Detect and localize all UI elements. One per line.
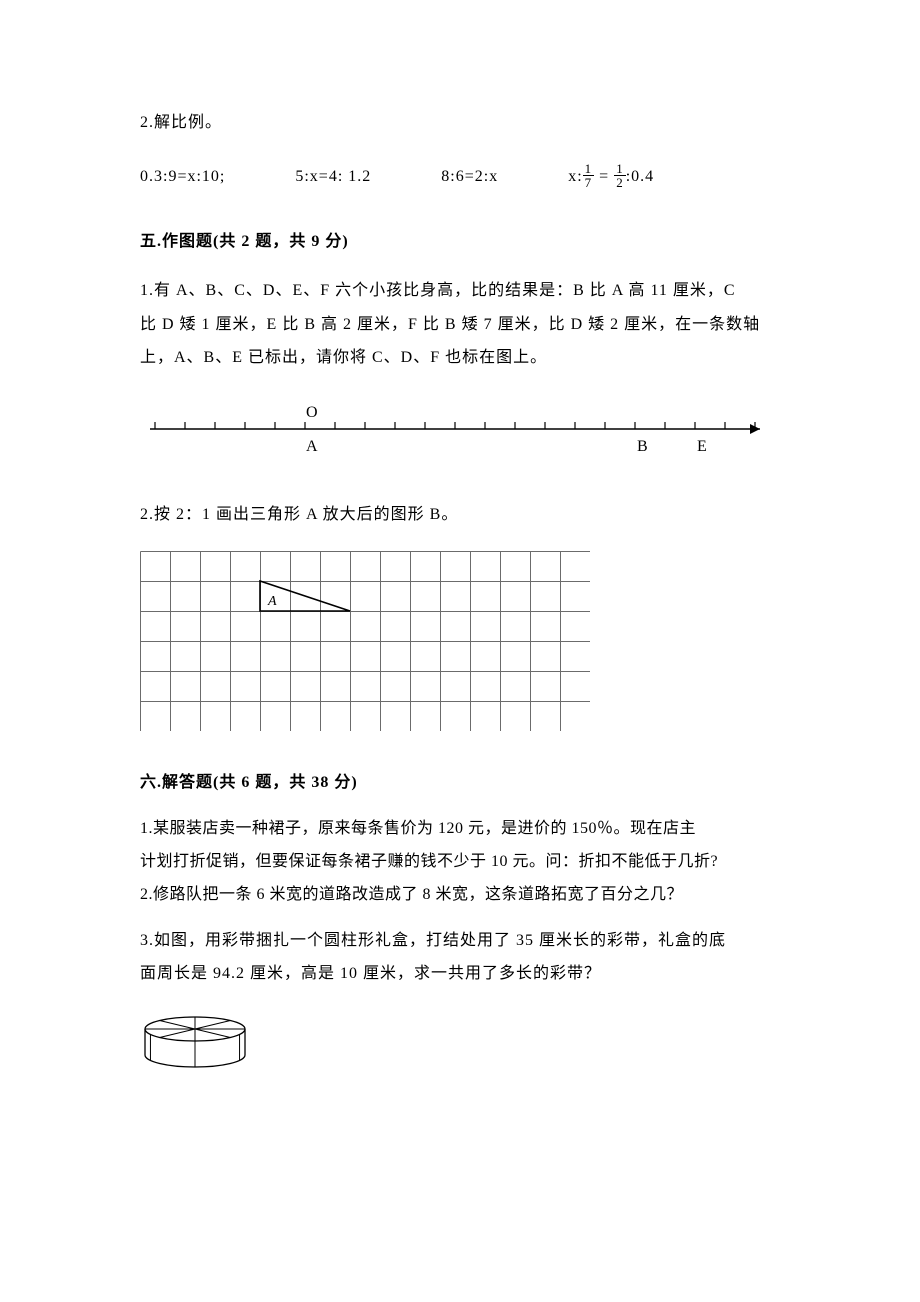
cylinder-figure bbox=[140, 1015, 780, 1079]
eq-2: 5:x=4: 1.2 bbox=[295, 164, 371, 191]
eq-3: 8:6=2:x bbox=[441, 164, 498, 191]
svg-text:O: O bbox=[306, 404, 318, 421]
grid-figure: A bbox=[140, 551, 780, 740]
sec5-q1-line3: 上，A、B、E 已标出，请你将 C、D、F 也标在图上。 bbox=[140, 341, 780, 375]
sec5-q1: 1.有 A、B、C、D、E、F 六个小孩比身高，比的结果是：B 比 A 高 11… bbox=[140, 274, 780, 375]
svg-text:A: A bbox=[267, 594, 277, 609]
svg-text:B: B bbox=[637, 438, 648, 455]
q2-label: 2.解比例。 bbox=[140, 110, 780, 136]
sec5-q1-line1: 1.有 A、B、C、D、E、F 六个小孩比身高，比的结果是：B 比 A 高 11… bbox=[140, 274, 780, 308]
sec6-q3: 3.如图，用彩带捆扎一个圆柱形礼盒，打结处用了 35 厘米长的彩带，礼盒的底 面… bbox=[140, 924, 780, 991]
sec6-q1-line1: 1.某服装店卖一种裙子，原来每条售价为 120 元，是进价的 150％。现在店主 bbox=[140, 815, 780, 844]
svg-text:E: E bbox=[697, 438, 707, 455]
section-6-heading: 六.解答题(共 6 题，共 38 分) bbox=[140, 770, 780, 796]
equation-row: 0.3:9=x:10; 5:x=4: 1.2 8:6=2:x x:17 = 12… bbox=[140, 164, 780, 191]
eq-4: x:17 = 12:0.4 bbox=[568, 164, 654, 191]
section-5-heading: 五.作图题(共 2 题，共 9 分) bbox=[140, 229, 780, 255]
numberline-figure: OA B E bbox=[140, 389, 780, 468]
sec5-q1-line2: 比 D 矮 1 厘米，E 比 B 高 2 厘米，F 比 B 矮 7 厘米，比 D… bbox=[140, 308, 780, 342]
sec6-q3-line2: 面周长是 94.2 厘米，高是 10 厘米，求一共用了多长的彩带？ bbox=[140, 957, 780, 991]
sec6-q1-line2: 计划打折促销，但要保证每条裙子赚的钱不少于 10 元。问：折扣不能低于几折? bbox=[140, 848, 780, 877]
svg-text:A: A bbox=[306, 438, 318, 455]
sec6-q3-line1: 3.如图，用彩带捆扎一个圆柱形礼盒，打结处用了 35 厘米长的彩带，礼盒的底 bbox=[140, 924, 780, 958]
sec6-q1: 1.某服装店卖一种裙子，原来每条售价为 120 元，是进价的 150％。现在店主… bbox=[140, 815, 780, 877]
sec5-q2-text: 2.按 2：1 画出三角形 A 放大后的图形 B。 bbox=[140, 498, 780, 532]
sec6-q2-text: 2.修路队把一条 6 米宽的道路改造成了 8 米宽，这条道路拓宽了百分之几？ bbox=[140, 881, 780, 910]
eq-1: 0.3:9=x:10; bbox=[140, 164, 225, 191]
